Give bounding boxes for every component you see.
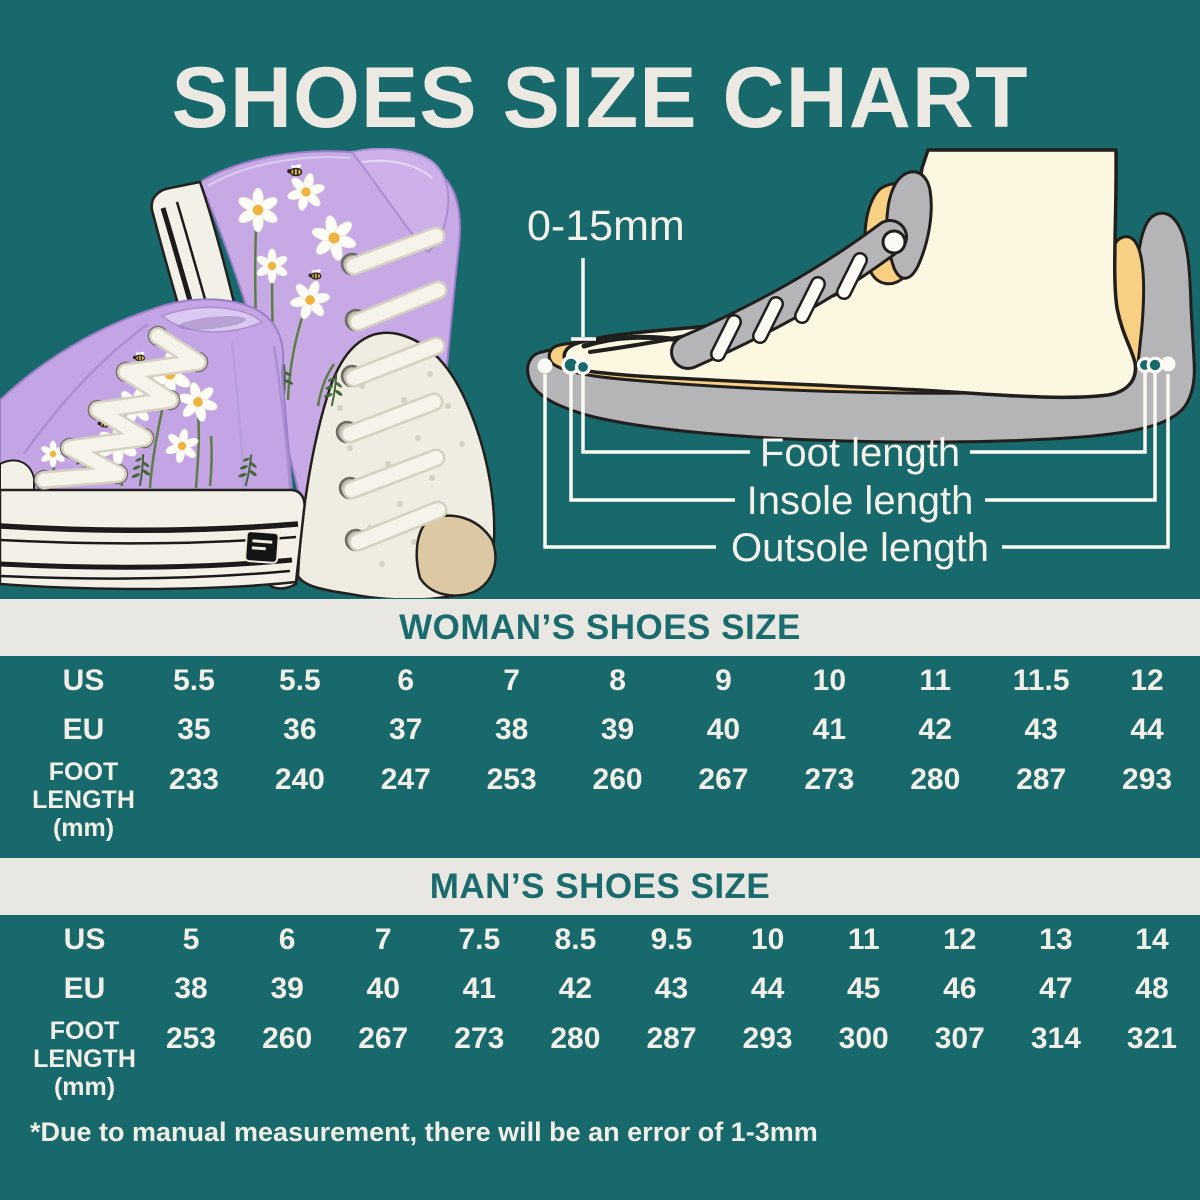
- men-eu-size-cell: 38: [174, 971, 208, 1005]
- women-eu-size-cell: 43: [1024, 712, 1058, 746]
- women-eu-size-cell: 36: [283, 712, 317, 746]
- women-us-size-cell: 7: [503, 664, 520, 697]
- men-foot-length-cell: 280: [550, 1022, 601, 1055]
- measurement-error-footnote: *Due to manual measurement, there will b…: [30, 1117, 818, 1147]
- women-foot-length-cell: 293: [1122, 763, 1173, 796]
- men-size-table: US 5 6 7 7.5 8.5 9.5 10 11 12 13 14 EU 38 39 40 41 42 4…: [0, 915, 1200, 1115]
- women-foot-length-cell: 273: [804, 763, 855, 796]
- women-us-size-cell: 5.5: [173, 664, 215, 697]
- measurement-lines: [543, 258, 1170, 549]
- women-foot-length-cell: 240: [274, 763, 325, 796]
- back-sneaker: [150, 148, 497, 598]
- women-us-row-label: US: [62, 664, 105, 697]
- men-foot-length-cell: 314: [1030, 1022, 1081, 1055]
- men-us-size-cell: 10: [750, 923, 785, 956]
- men-eu-size-cell: 40: [366, 971, 400, 1005]
- men-eu-row-label: EU: [63, 971, 106, 1005]
- men-eu-row: EU 38 39 40 41 42 43 44 45 46 47 48: [0, 965, 1200, 1012]
- women-us-row: US 5.5 5.5 6 7 8 9 10 11 11.5 12: [0, 656, 1200, 706]
- men-eu-size-cell: 45: [846, 971, 881, 1005]
- sneakers-photo-illustration: [0, 148, 497, 598]
- toe-allowance-label: 0-15mm: [527, 202, 685, 250]
- women-foot-length-cell: 287: [1016, 763, 1067, 796]
- foot-length-label: Foot length: [759, 431, 961, 475]
- women-foot-length-row-label: FOOT LENGTH (mm): [32, 758, 135, 842]
- women-size-table: US 5.5 5.5 6 7 8 9 10 11 11.5 12 EU 35 36 37 38 39 40 4…: [0, 656, 1200, 856]
- men-foot-length-cell: 253: [166, 1022, 217, 1055]
- women-foot-length-cell: 260: [592, 763, 643, 796]
- men-us-size-cell: 14: [1135, 923, 1169, 956]
- shoe-laces: [710, 229, 907, 362]
- women-us-size-cell: 12: [1130, 664, 1164, 697]
- laces: [37, 329, 205, 487]
- women-table-title: WOMAN’S SHOES SIZE: [399, 607, 801, 647]
- women-foot-length-cell: 233: [168, 763, 219, 796]
- women-eu-size-cell: 37: [389, 712, 423, 746]
- front-sneaker: [0, 298, 306, 591]
- heel-patch: [244, 530, 280, 564]
- women-us-size-cell: 9: [715, 664, 732, 697]
- men-eu-size-cell: 47: [1039, 971, 1073, 1005]
- men-us-row: US 5 6 7 7.5 8.5 9.5 10 11 12 13 14: [0, 915, 1200, 965]
- men-foot-length-cell: 300: [838, 1022, 889, 1055]
- men-foot-length-cell: 287: [646, 1022, 697, 1055]
- laces: [343, 229, 445, 549]
- men-foot-length-row: FOOT LENGTH (mm) 253 260 267 273 280 287 293 30…: [0, 1012, 1200, 1115]
- men-foot-length-row-label: FOOT LENGTH (mm): [33, 1017, 136, 1101]
- men-eu-size-cell: 41: [462, 971, 496, 1005]
- women-foot-length-cell: 280: [910, 763, 961, 796]
- women-us-size-cell: 6: [397, 664, 415, 697]
- men-foot-length-cell: 273: [454, 1022, 505, 1055]
- women-foot-length-cell: 247: [380, 763, 431, 796]
- women-us-size-cell: 8: [609, 664, 626, 697]
- men-eu-size-cell: 39: [270, 971, 304, 1005]
- women-us-size-cell: 11: [919, 664, 952, 697]
- men-us-size-cell: 8.5: [554, 923, 597, 956]
- men-eu-size-cell: 42: [558, 971, 593, 1005]
- women-eu-size-cell: 38: [494, 712, 529, 746]
- men-eu-size-cell: 44: [750, 971, 785, 1005]
- women-eu-size-cell: 44: [1130, 712, 1164, 746]
- women-foot-length-cell: 253: [486, 763, 537, 796]
- men-eu-size-cell: 46: [943, 971, 977, 1005]
- women-eu-size-cell: 42: [918, 712, 952, 746]
- men-foot-length-cell: 267: [358, 1022, 409, 1055]
- women-eu-size-cell: 35: [177, 712, 211, 746]
- men-us-size-cell: 11: [847, 923, 880, 956]
- men-us-size-cell: 6: [278, 923, 296, 956]
- men-eu-size-cell: 43: [654, 971, 689, 1005]
- women-us-size-cell: 10: [812, 664, 847, 697]
- foot-measurement-diagram: [526, 148, 1196, 549]
- men-us-size-cell: 13: [1039, 923, 1073, 956]
- men-foot-length-cell: 260: [262, 1022, 313, 1055]
- men-foot-length-cell: 307: [934, 1022, 985, 1055]
- women-eu-size-cell: 39: [600, 712, 635, 746]
- men-eu-size-cell: 48: [1135, 971, 1169, 1005]
- men-us-size-cell: 9.5: [650, 923, 693, 956]
- women-foot-length-cell: 267: [698, 763, 749, 796]
- outsole-length-label: Outsole length: [731, 526, 989, 570]
- men-us-size-cell: 7: [374, 923, 392, 956]
- men-us-size-cell: 5: [182, 923, 200, 956]
- men-foot-length-cell: 321: [1126, 1022, 1177, 1055]
- men-foot-length-cell: 293: [742, 1022, 793, 1055]
- page-title: SHOES SIZE CHART: [171, 50, 1029, 146]
- women-foot-length-row: FOOT LENGTH (mm) 233 240 247 253 260 267 273 28…: [0, 753, 1200, 856]
- men-table-header: MAN’S SHOES SIZE: [0, 858, 1200, 915]
- men-us-size-cell: 12: [943, 923, 977, 956]
- men-us-size-cell: 7.5: [458, 923, 501, 956]
- measurement-dots: [537, 355, 1176, 376]
- women-eu-size-cell: 40: [706, 712, 741, 746]
- insole-length-label: Insole length: [746, 479, 974, 523]
- women-eu-row: EU 35 36 37 38 39 40 41 42 43 44: [0, 706, 1200, 753]
- women-us-size-cell: 11.5: [1012, 664, 1070, 697]
- men-table-title: MAN’S SHOES SIZE: [429, 866, 771, 906]
- women-us-size-cell: 5.5: [278, 664, 321, 697]
- men-us-row-label: US: [63, 923, 106, 956]
- women-table-header: WOMAN’S SHOES SIZE: [0, 599, 1200, 656]
- women-eu-size-cell: 41: [812, 712, 847, 746]
- women-eu-row-label: EU: [62, 712, 105, 746]
